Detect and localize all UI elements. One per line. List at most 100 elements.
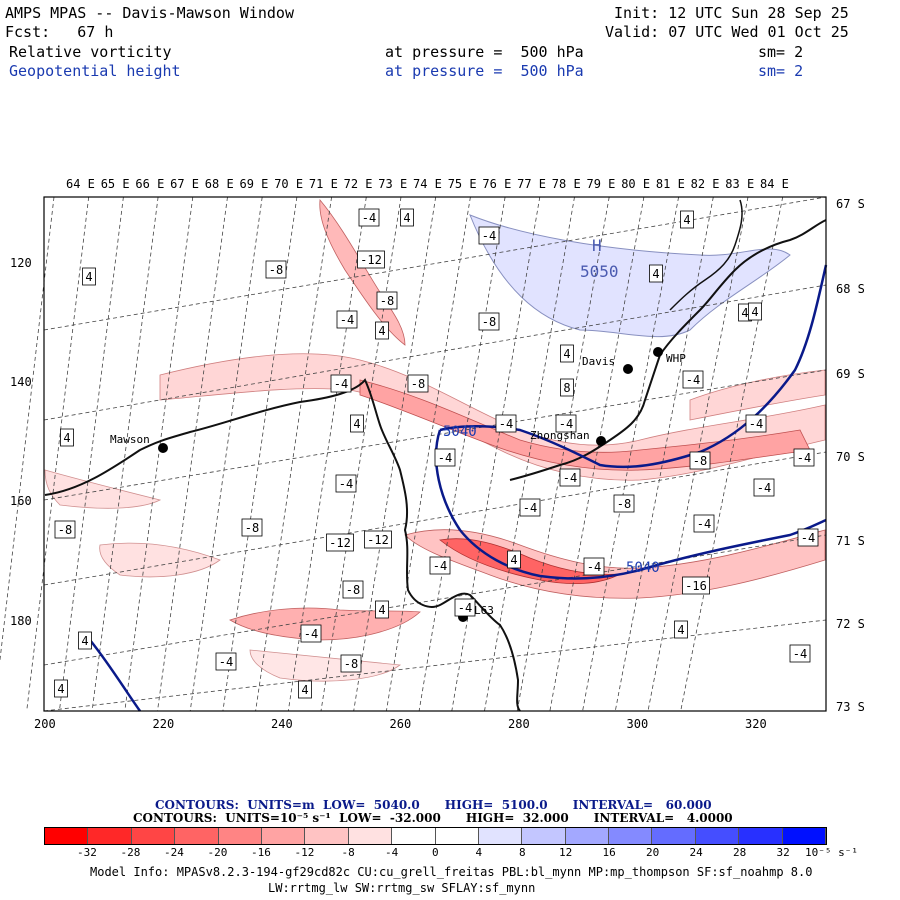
color-bar-swatch bbox=[522, 828, 566, 844]
color-bar-tick-label: -12 bbox=[294, 846, 315, 859]
svg-text:4: 4 bbox=[677, 623, 684, 637]
svg-text:-4: -4 bbox=[686, 373, 700, 387]
color-bar-tick-label: 20 bbox=[646, 846, 660, 859]
vorticity-contour-label: -8 bbox=[376, 291, 398, 310]
meridian-line bbox=[353, 196, 437, 712]
color-bar-swatch bbox=[305, 828, 349, 844]
vorticity-contour-label: 4 bbox=[680, 210, 694, 229]
legend-contours-vorticity: CONTOURS: UNITS=10⁻⁵ s⁻¹ LOW= -32.000 HI… bbox=[133, 811, 733, 825]
color-bar-swatch bbox=[175, 828, 219, 844]
svg-text:-8: -8 bbox=[617, 497, 631, 511]
meridian-line bbox=[189, 196, 263, 712]
vorticity-band-8 bbox=[689, 369, 826, 421]
field2-level: at pressure = 500 hPa bbox=[385, 62, 584, 80]
vorticity-contour-label: -4 bbox=[583, 557, 605, 576]
color-bar-tick-label: -20 bbox=[207, 846, 228, 859]
meridian-line bbox=[582, 196, 679, 712]
lon-label: 80 E bbox=[621, 177, 651, 191]
svg-text:-8: -8 bbox=[411, 377, 425, 391]
svg-text:-4: -4 bbox=[523, 501, 537, 515]
field1-level: at pressure = 500 hPa bbox=[385, 43, 584, 61]
meridian-line bbox=[287, 196, 367, 712]
vorticity-contour-label: 4 bbox=[375, 600, 389, 619]
svg-text:-4: -4 bbox=[482, 229, 496, 243]
y-axis-label: 140 bbox=[10, 375, 32, 389]
meridian-line bbox=[222, 196, 298, 712]
vorticity-contour-label: 4 bbox=[60, 428, 74, 447]
vorticity-band-5 bbox=[229, 607, 421, 641]
parallel-line bbox=[43, 534, 827, 666]
lon-label: 84 E bbox=[760, 177, 789, 191]
color-bar-swatch bbox=[45, 828, 89, 844]
model-info-physics: LW:rrtmg_lw SW:rrtmg_sw SFLAY:sf_mynn bbox=[268, 881, 536, 895]
field2-smoothing: sm= 2 bbox=[758, 62, 804, 80]
svg-text:4: 4 bbox=[510, 553, 517, 567]
vorticity-contour-label: -4 bbox=[335, 474, 357, 493]
vorticity-contour-label: -4 bbox=[454, 598, 476, 617]
meridian-line bbox=[255, 196, 332, 712]
vorticity-contour-label: -4 bbox=[753, 478, 775, 497]
meridian-line bbox=[320, 196, 402, 712]
color-bar-tick-label: 24 bbox=[689, 846, 703, 859]
vorticity-contour-label: -4 bbox=[693, 514, 715, 533]
color-bar-tick-label: 0 bbox=[432, 846, 439, 859]
svg-text:-4: -4 bbox=[793, 647, 807, 661]
vorticity-contour-label: 8 bbox=[560, 378, 574, 397]
parallel-line bbox=[43, 619, 827, 712]
color-bar-tick-label: 4 bbox=[475, 846, 483, 859]
svg-text:4: 4 bbox=[301, 683, 308, 697]
parallel-line bbox=[43, 196, 827, 331]
valid-time: Valid: 07 UTC Wed 01 Oct 25 bbox=[605, 23, 849, 41]
vorticity-band-9 bbox=[249, 649, 402, 682]
lon-label: 69 E bbox=[239, 177, 269, 191]
vorticity-contour-label: 4 bbox=[674, 620, 688, 639]
forecast-hour: Fcst: 67 h bbox=[5, 23, 114, 41]
lat-label: 67 S bbox=[836, 197, 865, 211]
svg-text:-4: -4 bbox=[339, 477, 353, 491]
color-bar-tick-label: -24 bbox=[164, 846, 184, 859]
svg-text:-4: -4 bbox=[697, 517, 711, 531]
color-bar-swatch bbox=[695, 828, 740, 844]
vorticity-contour-label: -4 bbox=[797, 528, 819, 547]
field1-name: Relative vorticity bbox=[9, 43, 172, 61]
svg-text:-12: -12 bbox=[329, 536, 351, 550]
svg-text:-4: -4 bbox=[433, 559, 447, 573]
svg-text:-8: -8 bbox=[482, 315, 496, 329]
meridian-line bbox=[91, 196, 159, 712]
color-bar bbox=[44, 827, 827, 845]
color-bar-swatch bbox=[782, 828, 827, 844]
svg-text:-4: -4 bbox=[219, 655, 233, 669]
vorticity-contour-label: -4 bbox=[336, 310, 358, 329]
svg-text:-12: -12 bbox=[360, 253, 382, 267]
color-bar-swatch bbox=[131, 828, 176, 844]
vorticity-contour-label: -4 bbox=[789, 644, 811, 663]
lon-label: 77 E bbox=[517, 177, 546, 191]
vorticity-band-6 bbox=[99, 542, 221, 578]
vorticity-contour-label: -4 bbox=[434, 448, 456, 467]
lon-label: 72 E bbox=[343, 177, 373, 191]
x-axis-label: 320 bbox=[745, 717, 767, 731]
station-label-davis: Davis bbox=[582, 355, 616, 368]
svg-text:4: 4 bbox=[85, 270, 92, 284]
vorticity-contour-label: 4 bbox=[748, 302, 762, 321]
color-bar-tick-label: 16 bbox=[602, 846, 616, 859]
svg-text:-4: -4 bbox=[334, 377, 348, 391]
height-contour-5040-southwest bbox=[89, 639, 142, 712]
height-label-5040-west: 5040 bbox=[443, 424, 477, 440]
color-bar-swatch bbox=[218, 828, 262, 844]
color-bar-tick-label: -16 bbox=[251, 846, 271, 859]
y-axis-label: 180 bbox=[10, 614, 32, 628]
parallel-line bbox=[43, 369, 827, 501]
station-zhongshan bbox=[596, 436, 606, 446]
svg-text:-4: -4 bbox=[304, 627, 318, 641]
parallel-line bbox=[43, 451, 827, 586]
vorticity-contour-label: -8 bbox=[54, 520, 76, 539]
field2-name: Geopotential height bbox=[9, 62, 181, 80]
x-axis-label: 300 bbox=[626, 717, 649, 731]
svg-text:-4: -4 bbox=[458, 601, 472, 615]
svg-text:4: 4 bbox=[751, 305, 758, 319]
svg-text:-4: -4 bbox=[559, 417, 573, 431]
lon-label: 64 E bbox=[66, 177, 95, 191]
lon-label: 76 E bbox=[482, 177, 512, 191]
vorticity-contour-label: 4 bbox=[54, 679, 68, 698]
